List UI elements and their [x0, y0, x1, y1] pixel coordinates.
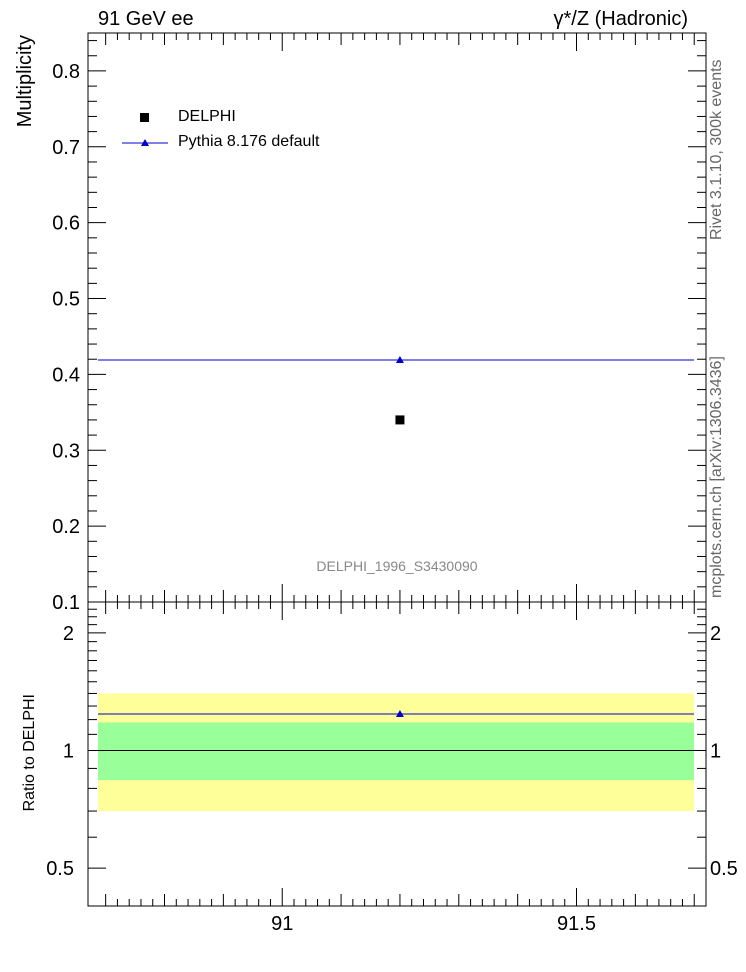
main-ytick-label: 0.1	[52, 592, 80, 614]
header-left: 91 GeV ee	[98, 8, 194, 30]
ratio-ytick-label-right: 0.5	[710, 858, 738, 880]
ratio-ytick-label-right: 1	[710, 741, 721, 763]
main-ytick-label: 0.3	[52, 440, 80, 462]
main-ytick-label: 0.5	[52, 289, 80, 311]
ratio-band-inner	[98, 722, 694, 781]
ratio-ylabel: Ratio to DELPHI	[21, 694, 38, 811]
ratio-ytick-label-right: 2	[710, 623, 721, 645]
main-ytick-label: 0.2	[52, 516, 80, 538]
data-point	[395, 415, 405, 425]
main-ylabel: Multiplicity	[14, 35, 36, 127]
mc-point	[395, 355, 404, 363]
main-ytick-label: 0.6	[52, 213, 80, 235]
legend-data-marker	[140, 113, 149, 122]
legend-mc-label: Pythia 8.176 default	[178, 133, 320, 150]
ratio-ytick-label: 1	[63, 741, 74, 763]
header-right: γ*/Z (Hadronic)	[553, 8, 688, 30]
legend-mc-marker	[141, 139, 149, 146]
ratio-plot-frame	[87, 601, 707, 907]
main-ytick-label: 0.8	[52, 61, 80, 83]
analysis-watermark: DELPHI_1996_S3430090	[316, 558, 477, 574]
ratio-ytick-label: 2	[63, 623, 74, 645]
xtick-label: 91.5	[557, 913, 596, 935]
ratio-ytick-label: 0.5	[46, 858, 74, 880]
xtick-label: 91	[271, 913, 293, 935]
main-ytick-label: 0.4	[52, 364, 80, 386]
main-ytick-label: 0.7	[52, 137, 80, 159]
mcplots-label: mcplots.cern.ch [arXiv:1306.3436]	[708, 356, 725, 598]
ratio-mc-point	[395, 710, 404, 718]
rivet-label: Rivet 3.1.10, 300k events	[708, 59, 725, 240]
legend-data-label: DELPHI	[178, 108, 236, 125]
